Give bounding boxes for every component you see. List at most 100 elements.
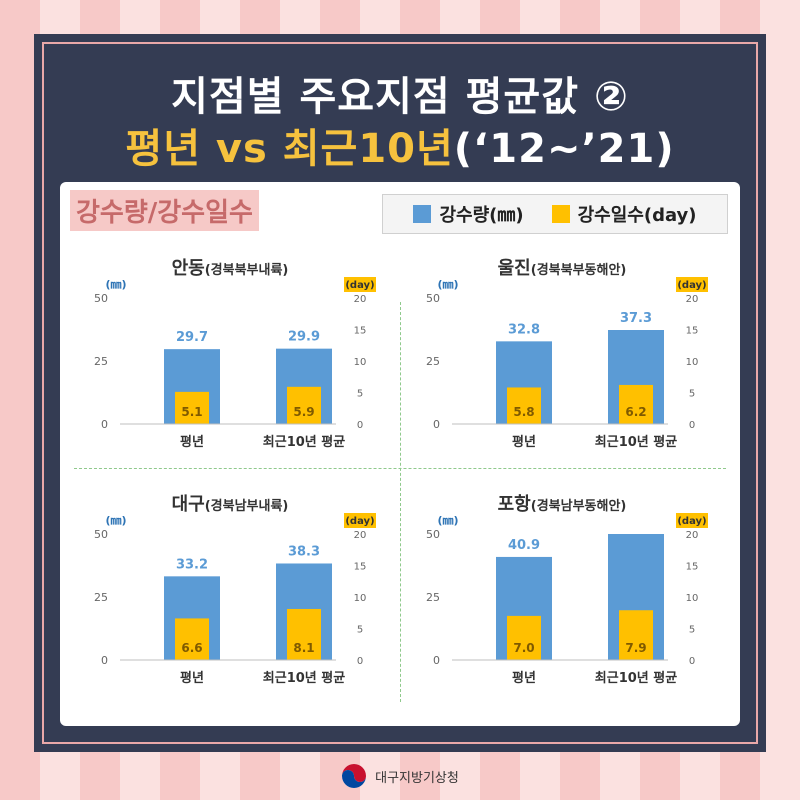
left-tick-label: 50 <box>426 528 440 541</box>
chart-title: 안동(경북북부내륙) <box>80 254 380 280</box>
category-label: 최근10년 평균 <box>263 434 345 450</box>
legend-swatch-precip <box>413 205 432 223</box>
charts-panel: 강수량/강수일수 강수량(㎜) 강수일수(day) 안동(경북북부내륙) (㎜)… <box>60 182 740 726</box>
left-tick-label: 0 <box>433 654 440 667</box>
right-axis-unit: (day) <box>677 516 706 527</box>
taegeuk-emblem-icon <box>342 764 367 788</box>
right-tick-label: 15 <box>354 562 367 573</box>
right-tick-label: 20 <box>686 294 699 305</box>
legend-swatch-days <box>551 205 570 223</box>
right-tick-label: 0 <box>357 656 363 667</box>
chart-daegu: 대구(경북남부내륙) (㎜) (day) 0 25 50 0 5 10 15 20 33.2 6.6 평… <box>80 490 390 690</box>
right-tick-label: 0 <box>689 656 695 667</box>
days-data-label: 7.0 <box>513 641 534 655</box>
right-axis-unit: (day) <box>345 280 374 291</box>
chart-station-region: (경북남부내륙) <box>204 499 289 514</box>
days-bar <box>507 615 541 660</box>
days-bar <box>175 618 209 660</box>
legend: 강수량(㎜) 강수일수(day) <box>382 194 728 234</box>
category-label: 평년 <box>180 670 204 686</box>
days-bar <box>507 387 541 424</box>
footer-org-name: 대구지방기상청 <box>375 770 459 786</box>
right-tick-label: 10 <box>686 593 699 604</box>
chart-title: 울진(경북북부동해안) <box>412 254 712 280</box>
chart-andong: 안동(경북북부내륙) (㎜) (day) 0 25 50 0 5 10 15 20 29.7 5.1 평… <box>80 254 390 454</box>
left-tick-label: 50 <box>94 292 108 305</box>
right-tick-label: 15 <box>686 562 699 573</box>
days-data-label: 5.9 <box>293 405 314 419</box>
legend-label-days: 강수일수(day) <box>577 205 697 226</box>
chart-pohang: 포항(경북남부동해안) (㎜) (day) 0 25 50 0 5 10 15 20 40.9 7.0… <box>412 490 722 690</box>
left-axis-unit: (㎜) <box>437 514 458 527</box>
footer: 대구지방기상청 <box>0 762 800 790</box>
category-label: 최근10년 평균 <box>595 670 677 686</box>
left-axis-unit: (㎜) <box>105 514 126 527</box>
right-tick-label: 5 <box>357 389 363 400</box>
right-tick-label: 0 <box>357 420 363 431</box>
days-data-label: 5.1 <box>181 405 202 419</box>
precip-data-label: 33.2 <box>176 557 208 572</box>
right-tick-label: 15 <box>686 326 699 337</box>
chart-station-region: (경북북부내륙) <box>204 263 289 278</box>
right-tick-label: 5 <box>689 389 695 400</box>
right-axis-unit-badge <box>676 277 708 292</box>
right-tick-label: 20 <box>354 530 367 541</box>
days-data-label: 6.6 <box>181 641 202 655</box>
legend-item-precip: 강수량(㎜) <box>413 201 524 227</box>
chart-station-name: 포항 <box>497 494 531 515</box>
right-tick-label: 20 <box>354 294 367 305</box>
title-line-1: 지점별 주요지점 평균값 ② <box>171 74 629 120</box>
left-tick-label: 0 <box>101 654 108 667</box>
days-bar <box>287 386 321 424</box>
category-label: 최근10년 평균 <box>263 670 345 686</box>
category-label: 평년 <box>512 434 536 450</box>
days-data-label: 8.1 <box>293 641 314 655</box>
left-tick-label: 50 <box>94 528 108 541</box>
precip-data-label: 40.9 <box>508 538 540 553</box>
right-axis-unit-badge <box>344 513 376 528</box>
category-label: 최근10년 평균 <box>595 434 677 450</box>
title-line-2: 평년 vs 최근10년(‘12~’21) <box>34 116 766 174</box>
precip-data-label: 29.9 <box>288 330 320 345</box>
days-bar <box>175 391 209 424</box>
frame-border <box>42 42 758 744</box>
days-bar <box>287 608 321 660</box>
left-tick-label: 25 <box>426 591 440 604</box>
right-tick-label: 0 <box>689 420 695 431</box>
chart-station-region: (경북북부동해안) <box>530 263 627 278</box>
right-tick-label: 5 <box>689 625 695 636</box>
right-axis-unit-badge <box>676 513 708 528</box>
chart-title: 포항(경북남부동해안) <box>412 490 712 516</box>
divider-vertical <box>400 302 401 702</box>
chart-title: 대구(경북남부내륙) <box>80 490 380 516</box>
chart-svg: (㎜) (day) 0 25 50 0 5 10 15 20 33.2 6.6 평년 38.3 8.1 최근1… <box>94 513 376 686</box>
legend-label-precip: 강수량(㎜) <box>439 205 524 226</box>
chart-uljin: 울진(경북북부동해안) (㎜) (day) 0 25 50 0 5 10 15 20 32.8 5.8… <box>412 254 722 454</box>
days-data-label: 6.2 <box>625 405 646 419</box>
left-tick-label: 25 <box>426 355 440 368</box>
days-bar <box>619 384 653 424</box>
precip-data-label: 38.3 <box>288 544 320 559</box>
left-tick-label: 0 <box>101 418 108 431</box>
right-tick-label: 15 <box>354 326 367 337</box>
precip-data-label: 29.7 <box>176 330 208 345</box>
left-axis-unit: (㎜) <box>437 278 458 291</box>
legend-item-days: 강수일수(day) <box>551 201 697 227</box>
right-tick-label: 10 <box>686 357 699 368</box>
left-tick-label: 25 <box>94 591 108 604</box>
category-label: 평년 <box>512 670 536 686</box>
title-line-2-period: (‘12~’21) <box>453 126 675 172</box>
chart-station-name: 안동 <box>171 258 205 279</box>
precip-data-label: 37.3 <box>620 311 652 326</box>
right-axis-unit: (day) <box>677 280 706 291</box>
chart-station-name: 대구 <box>171 494 205 515</box>
chart-station-name: 울진 <box>497 258 531 279</box>
chart-svg: (㎜) (day) 0 25 50 0 5 10 15 20 29.7 5.1 평년 29.9 5.9 최근1… <box>94 277 376 450</box>
right-tick-label: 5 <box>357 625 363 636</box>
left-tick-label: 0 <box>433 418 440 431</box>
right-tick-label: 10 <box>354 357 367 368</box>
chart-station-region: (경북남부동해안) <box>530 499 627 514</box>
right-axis-unit: (day) <box>345 516 374 527</box>
section-label: 강수량/강수일수 <box>70 190 259 231</box>
chart-svg: (㎜) (day) 0 25 50 0 5 10 15 20 32.8 5.8 평년 37.3 6.2 최근1… <box>426 277 708 450</box>
